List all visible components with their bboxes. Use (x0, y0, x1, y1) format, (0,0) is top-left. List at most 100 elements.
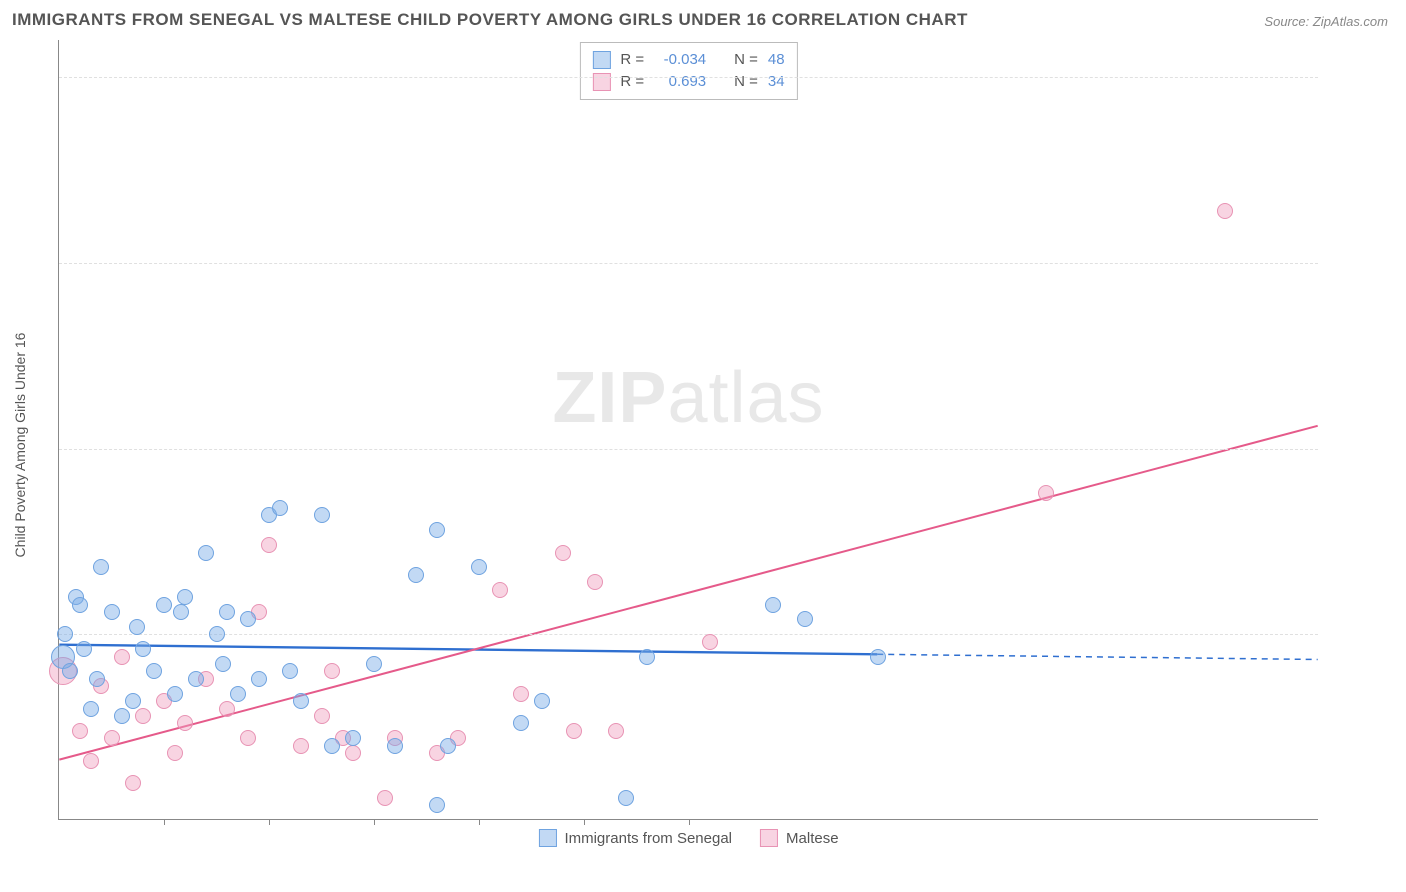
plot-area: ZIPatlas R = -0.034 N = 48 R = 0.693 (58, 40, 1318, 820)
data-point-senegal (314, 507, 330, 523)
data-point-maltese (293, 738, 309, 754)
data-point-senegal (129, 619, 145, 635)
data-point-senegal (471, 559, 487, 575)
data-point-maltese (83, 753, 99, 769)
data-point-senegal (282, 663, 298, 679)
data-point-senegal (135, 641, 151, 657)
chart-title: IMMIGRANTS FROM SENEGAL VS MALTESE CHILD… (12, 10, 968, 30)
data-point-maltese (135, 708, 151, 724)
swatch-senegal (592, 51, 610, 69)
data-point-maltese (345, 745, 361, 761)
data-point-maltese (219, 701, 235, 717)
data-point-senegal (156, 597, 172, 613)
gridline-h (59, 449, 1318, 450)
data-point-maltese (72, 723, 88, 739)
swatch-maltese (760, 829, 778, 847)
y-axis-label: Child Poverty Among Girls Under 16 (12, 333, 28, 558)
data-point-senegal (62, 663, 78, 679)
series-legend-item-senegal: Immigrants from Senegal (538, 829, 732, 847)
regression-line-maltese (59, 426, 1317, 760)
data-point-maltese (608, 723, 624, 739)
x-tick-mark (584, 819, 585, 825)
data-point-senegal (870, 649, 886, 665)
data-point-maltese (114, 649, 130, 665)
data-point-senegal (513, 715, 529, 731)
series-label-senegal: Immigrants from Senegal (564, 830, 732, 847)
data-point-maltese (1217, 203, 1233, 219)
data-point-senegal (57, 626, 73, 642)
data-point-senegal (76, 641, 92, 657)
r-label: R = (620, 71, 644, 93)
regression-lines-layer (59, 40, 1318, 819)
data-point-senegal (765, 597, 781, 613)
series-legend: Immigrants from Senegal Maltese (538, 829, 838, 847)
data-point-senegal (188, 671, 204, 687)
data-point-senegal (429, 797, 445, 813)
data-point-senegal (177, 589, 193, 605)
n-value-senegal: 48 (768, 49, 785, 71)
chart-canvas: IMMIGRANTS FROM SENEGAL VS MALTESE CHILD… (0, 0, 1406, 892)
data-point-senegal (89, 671, 105, 687)
correlation-legend: R = -0.034 N = 48 R = 0.693 N = 34 (579, 42, 797, 100)
data-point-maltese (104, 730, 120, 746)
data-point-senegal (366, 656, 382, 672)
data-point-senegal (618, 790, 634, 806)
data-point-senegal (534, 693, 550, 709)
data-point-senegal (125, 693, 141, 709)
regression-line-senegal (59, 645, 877, 655)
data-point-maltese (314, 708, 330, 724)
data-point-senegal (167, 686, 183, 702)
data-point-senegal (639, 649, 655, 665)
correlation-legend-row-maltese: R = 0.693 N = 34 (592, 71, 784, 93)
data-point-maltese (240, 730, 256, 746)
data-point-senegal (240, 611, 256, 627)
r-value-senegal: -0.034 (654, 49, 706, 71)
series-legend-item-maltese: Maltese (760, 829, 839, 847)
data-point-senegal (83, 701, 99, 717)
plot-area-wrapper: Child Poverty Among Girls Under 16 ZIPat… (50, 40, 1385, 850)
data-point-senegal (251, 671, 267, 687)
data-point-senegal (440, 738, 456, 754)
data-point-maltese (513, 686, 529, 702)
n-label: N = (734, 49, 758, 71)
data-point-maltese (566, 723, 582, 739)
data-point-maltese (1038, 485, 1054, 501)
gridline-h (59, 634, 1318, 635)
x-tick-mark (374, 819, 375, 825)
data-point-senegal (114, 708, 130, 724)
x-tick-mark (269, 819, 270, 825)
data-point-maltese (587, 574, 603, 590)
series-label-maltese: Maltese (786, 830, 839, 847)
data-point-senegal (797, 611, 813, 627)
n-value-maltese: 34 (768, 71, 785, 93)
data-point-maltese (261, 537, 277, 553)
n-label: N = (734, 71, 758, 93)
source-name: ZipAtlas.com (1313, 14, 1388, 29)
data-point-senegal (429, 522, 445, 538)
swatch-senegal (538, 829, 556, 847)
data-point-senegal (324, 738, 340, 754)
data-point-senegal (219, 604, 235, 620)
data-point-maltese (324, 663, 340, 679)
data-point-senegal (272, 500, 288, 516)
data-point-maltese (555, 545, 571, 561)
x-tick-mark (164, 819, 165, 825)
correlation-legend-row-senegal: R = -0.034 N = 48 (592, 49, 784, 71)
data-point-senegal (93, 559, 109, 575)
data-point-senegal (345, 730, 361, 746)
gridline-h (59, 77, 1318, 78)
data-point-senegal (215, 656, 231, 672)
x-tick-mark (689, 819, 690, 825)
data-point-senegal (387, 738, 403, 754)
data-point-senegal (209, 626, 225, 642)
data-point-senegal (173, 604, 189, 620)
data-point-senegal (408, 567, 424, 583)
data-point-maltese (167, 745, 183, 761)
data-point-senegal (104, 604, 120, 620)
data-point-maltese (702, 634, 718, 650)
x-tick-mark (479, 819, 480, 825)
gridline-h (59, 263, 1318, 264)
data-point-maltese (125, 775, 141, 791)
data-point-senegal (72, 597, 88, 613)
data-point-maltese (492, 582, 508, 598)
